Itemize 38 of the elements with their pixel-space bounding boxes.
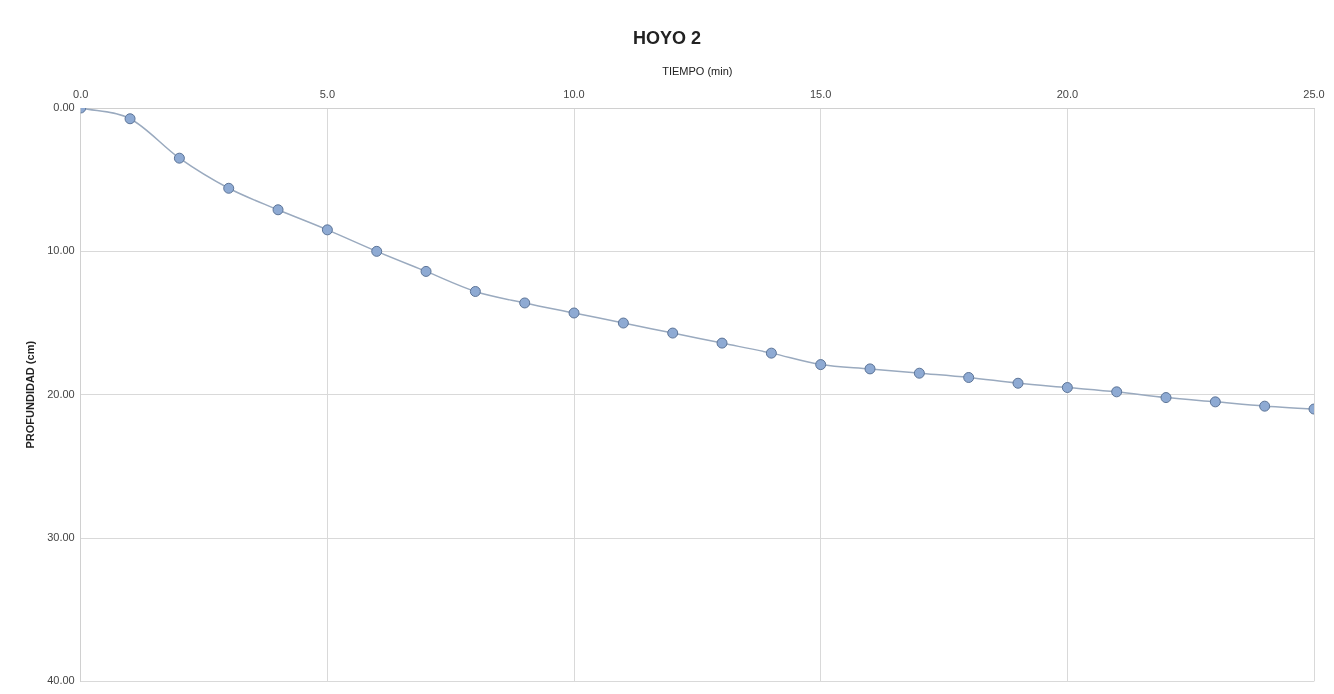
point [1061,382,1073,394]
point [173,152,185,164]
y-tick-label: 40.00 [47,674,75,687]
point [1111,386,1123,398]
y-axis-title: PROFUNDIDAD (cm) [23,340,36,449]
point [272,204,284,216]
point [568,307,580,319]
chart-title: HOYO 2 [632,27,702,48]
point [667,327,679,339]
x-tick-label: 20.0 [1056,88,1079,101]
point [617,317,629,329]
point [963,372,975,383]
point [815,359,827,371]
point [1012,377,1024,389]
y-tick-label: 20.00 [47,387,75,400]
x-tick-label: 25.0 [1303,88,1325,101]
point [223,182,235,194]
point [1209,396,1221,408]
point [321,224,333,236]
point [864,363,876,375]
x-tick-label: 5.0 [319,88,336,101]
point [469,285,481,297]
point [371,245,383,257]
point [420,265,432,277]
x-tick-label: 15.0 [809,88,832,101]
point [913,367,925,379]
x-tick-label: 10.0 [563,88,585,101]
point [716,337,728,349]
point [1160,392,1172,404]
y-tick-label: 10.00 [47,244,75,257]
y-tick-label: 30.00 [47,531,75,544]
x-axis-title: TIEMPO (min) [662,65,733,78]
x-tick-label: 0.0 [73,88,89,101]
point [1259,400,1271,412]
point [124,113,136,125]
point [765,347,777,359]
point [519,297,531,309]
y-tick-label: 0.00 [53,101,75,114]
